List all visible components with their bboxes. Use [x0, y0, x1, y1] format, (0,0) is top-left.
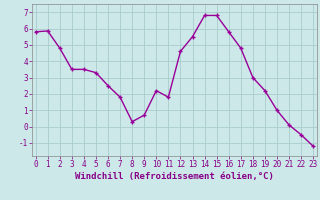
X-axis label: Windchill (Refroidissement éolien,°C): Windchill (Refroidissement éolien,°C) — [75, 172, 274, 181]
